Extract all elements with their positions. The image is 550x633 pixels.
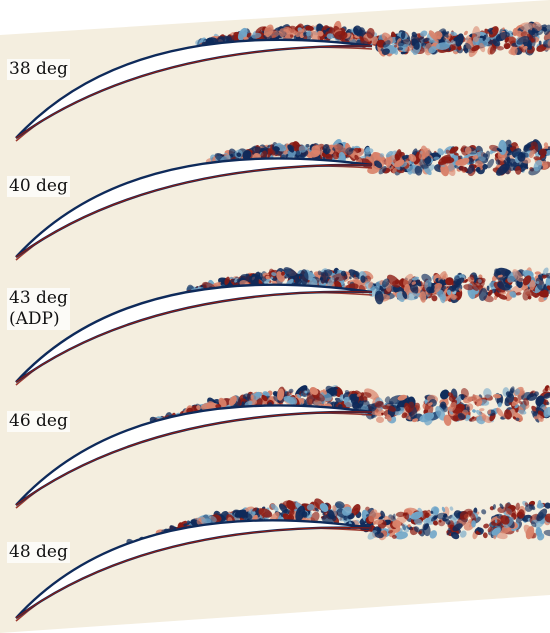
blade-pressure-rim-1 [15,45,373,139]
vortex-wake-1 [15,20,550,142]
case-label-43: 43 deg (ADP) [7,288,70,330]
case-label-40: 40 deg [7,176,70,197]
blade-pressure-rim-3 [15,291,373,383]
blade-pressure-rim-5 [15,527,373,619]
case-label-46: 46 deg [7,411,70,432]
case-label-38: 38 deg [7,59,70,80]
blade-pressure-rim-2 [15,164,373,258]
case-sublabel-adp: (ADP) [9,309,60,329]
blade-pressure-rim-4 [15,411,373,506]
case-label-48: 48 deg [7,542,70,563]
blade-profiles-layer [15,38,373,619]
